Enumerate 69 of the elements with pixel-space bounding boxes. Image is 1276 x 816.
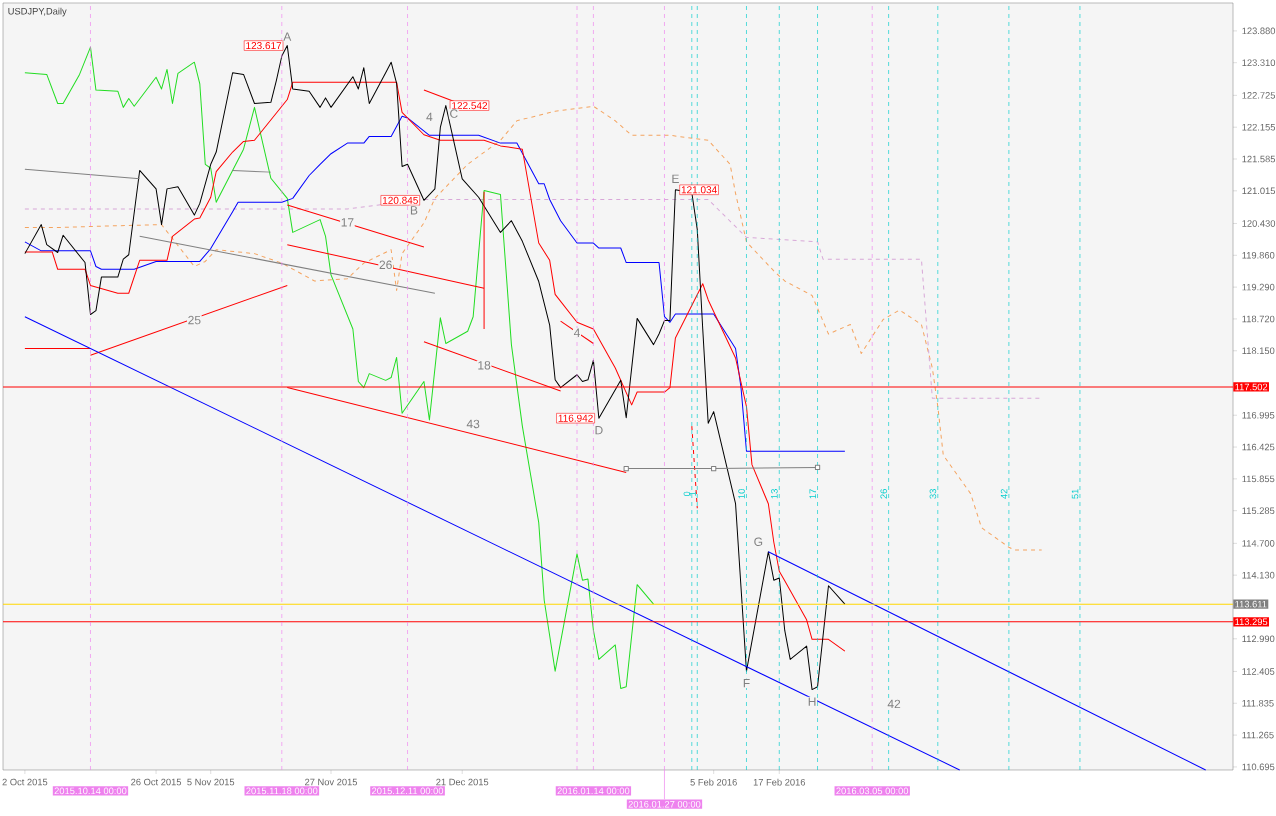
annotation: 18 — [478, 361, 491, 370]
x-tick-label: 2 Oct 2015 — [2, 778, 48, 786]
annotation: D — [595, 426, 603, 435]
ref-line-label: 33 — [929, 489, 937, 499]
y-tick-label: 120.430 — [1242, 220, 1276, 227]
y-tick-label: 114.130 — [1242, 571, 1275, 579]
y-tick-label: 119.290 — [1242, 283, 1275, 291]
ref-line-label: 113.611 — [1235, 600, 1267, 608]
annotation: 26 — [379, 260, 392, 270]
annotation: 116.942 — [558, 414, 593, 422]
ref-line-label: 2015.10.14 00:00 — [54, 787, 127, 795]
annotation: 123.617 — [246, 42, 282, 50]
x-tick-label: 17 Feb 2016 — [753, 778, 806, 786]
y-tick-label: 119.860 — [1242, 252, 1275, 259]
annotation: E — [672, 174, 679, 183]
ref-line-label: 2016.01.14 00:00 — [557, 787, 630, 795]
y-tick-label: 112.990 — [1242, 635, 1275, 643]
y-tick-label: 115.285 — [1242, 507, 1275, 514]
annotation: 17 — [341, 218, 354, 227]
ref-line-label: 1 — [689, 491, 696, 496]
annotation: 121.034 — [681, 186, 717, 194]
annotation: 120.845 — [382, 196, 418, 204]
x-tick-label: 5 Feb 2016 — [690, 778, 737, 786]
y-tick-label: 118.150 — [1242, 347, 1275, 355]
annotation: 4 — [426, 112, 433, 121]
annotation: G — [754, 537, 763, 546]
annotation: 122.542 — [452, 102, 488, 110]
y-tick-label: 121.015 — [1242, 187, 1276, 195]
annotation: F — [743, 679, 750, 688]
ref-line-label: 2016.03.05 00:00 — [836, 787, 909, 795]
ref-line-label: 2015.12.11 00:00 — [372, 787, 444, 795]
x-tick-label: 26 Oct 2015 — [131, 778, 182, 786]
y-tick-label: 115.855 — [1242, 475, 1275, 483]
x-tick-label: 27 Nov 2015 — [305, 778, 358, 786]
annotation: 25 — [188, 315, 201, 325]
ref-line-label: 113.295 — [1235, 618, 1268, 626]
y-tick-label: 110.695 — [1242, 763, 1275, 771]
y-tick-label: 111.835 — [1242, 699, 1274, 707]
y-tick-label: 112.405 — [1242, 668, 1275, 675]
ref-line-label: 51 — [1071, 489, 1079, 499]
y-tick-label: 118.720 — [1242, 315, 1275, 323]
annotation: B — [410, 206, 418, 215]
ref-line-label: 0 — [683, 491, 691, 497]
ref-line-label: 2015.11.18 00:00 — [246, 787, 318, 795]
y-tick-label: 123.310 — [1242, 59, 1276, 67]
ref-line-label: 13 — [771, 489, 778, 499]
y-tick-label: 116.995 — [1242, 411, 1275, 419]
annotation: C — [450, 109, 458, 118]
y-tick-label: 116.425 — [1242, 443, 1275, 451]
y-tick-label: 123.880 — [1242, 27, 1276, 35]
x-tick-label: 21 Dec 2015 — [436, 778, 489, 786]
ref-line-label: 42 — [1000, 489, 1008, 499]
y-tick-label: 121.585 — [1242, 155, 1276, 163]
annotation: 43 — [466, 419, 480, 429]
y-tick-label: 122.155 — [1242, 123, 1276, 131]
annotation: 42 — [887, 699, 901, 709]
y-tick-label: 111.265 — [1242, 731, 1274, 739]
ref-line-label: 117.502 — [1235, 383, 1268, 391]
annotation: 4 — [573, 328, 580, 337]
annotation: H — [808, 697, 816, 706]
ref-line-label: 17 — [809, 489, 816, 499]
y-tick-label: 114.700 — [1242, 540, 1275, 547]
annotation: A — [283, 32, 292, 41]
chart-title: USDJPY,Daily — [8, 7, 67, 17]
ref-line-label: 2016.01.27 00:00 — [628, 800, 701, 808]
ref-line-label: 10 — [738, 489, 745, 499]
x-tick-label: 5 Nov 2015 — [187, 778, 235, 786]
y-tick-label: 122.725 — [1242, 92, 1276, 99]
ref-line-label: 26 — [880, 489, 887, 499]
